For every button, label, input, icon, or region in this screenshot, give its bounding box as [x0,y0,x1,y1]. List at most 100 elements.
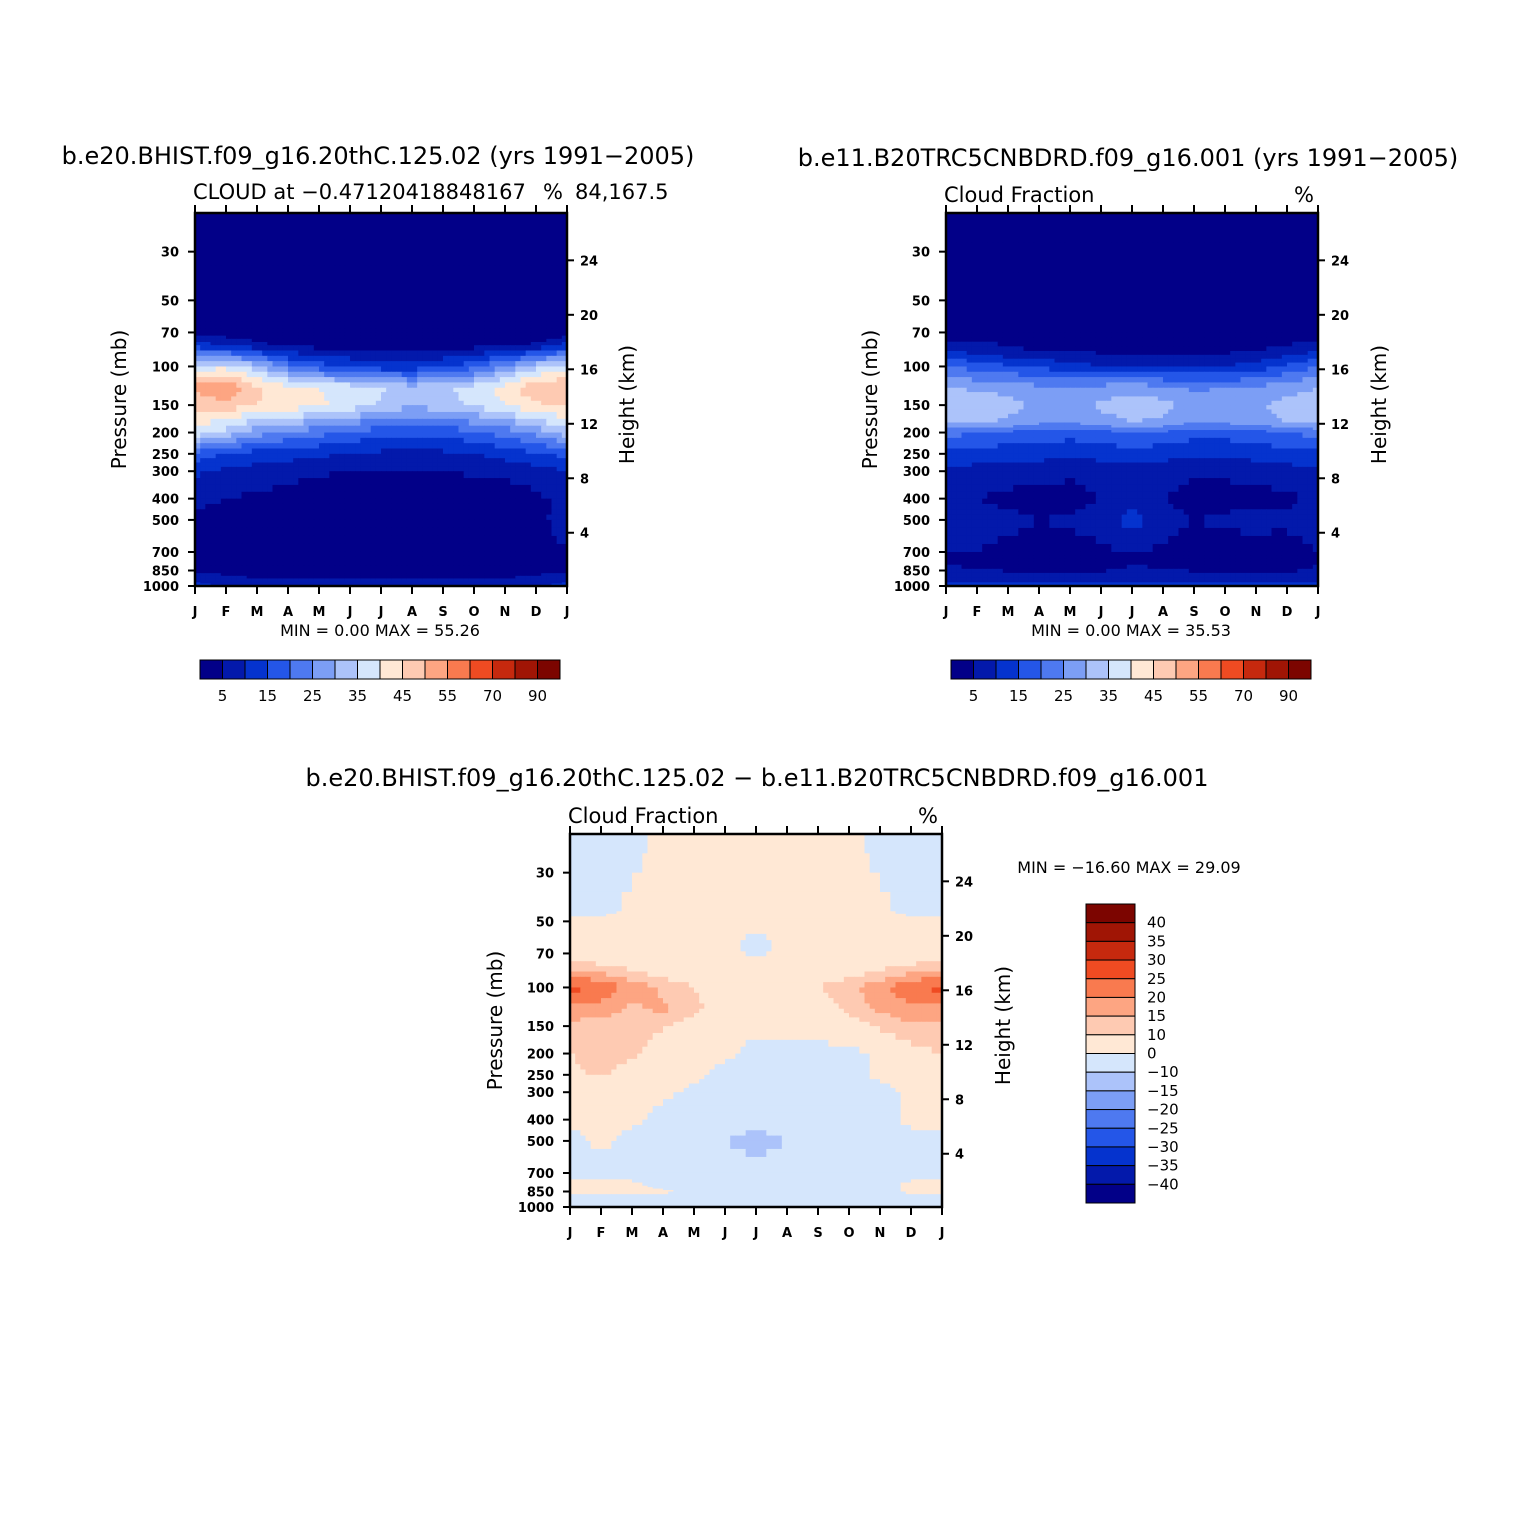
model1-contour-cell [541,582,547,585]
model1-contour-cell [432,400,439,406]
model1-contour-cell [231,437,237,444]
model1-contour-cell [494,578,501,582]
model1-contour-cell [257,411,263,420]
model2-contour-cell [1054,332,1061,338]
model1-contour-cell [272,583,279,586]
model1-contour-cell [329,443,336,450]
model2-contour-cell [1095,242,1102,274]
model2-contour-cell [1152,272,1159,304]
model1-contour-cell [293,535,299,545]
model1-contour-cell [401,387,408,393]
model1-contour-cell [525,565,532,572]
model2-contour-cell [1261,346,1267,352]
model1-contour-cell [277,503,284,510]
model1-contour-cell [370,565,377,572]
model1-contour-cell [406,371,413,378]
model2-contour-cell [1271,302,1278,334]
model1-contour-cell [267,328,274,334]
model1-contour-cell [251,471,258,479]
model1-contour-cell [546,453,553,459]
model1-contour-cell [536,466,542,472]
model1-contour-cell [262,573,268,577]
model1-contour-cell [272,478,279,486]
model1-contour-cell [210,361,217,368]
model1-contour-cell [251,462,258,468]
model1-contour-cell [298,291,305,319]
model2-contour-cell [1106,341,1112,347]
model1-contour-cell [324,396,330,402]
model1-contour-cell [505,466,511,472]
model1-contour-cell [541,366,547,373]
model1-contour-cell [474,509,480,516]
model1-contour-cell [298,570,305,574]
model1-contour-cell [319,345,325,352]
model1-contour-cell [515,239,522,266]
model1-contour-cell [293,342,299,346]
model1-contour-cell [437,443,444,450]
model1-contour-cell [561,437,567,444]
model1-contour-cell [246,400,253,406]
model1-contour-cell [350,570,356,574]
model1-contour-cell [412,291,418,319]
model1-contour-cell [298,458,305,464]
model1-contour-cell [210,265,217,293]
model1-contour-cell [236,437,243,444]
model1-contour-cell [231,400,237,406]
model2-contour-cell [1271,337,1278,343]
model1-contour-cell [282,565,289,572]
model2-contour-cell [1054,302,1061,334]
model1-contour-cell [288,491,294,500]
model2-contour-cell [1064,302,1071,334]
model1-contour-cell [288,478,294,486]
model1-contour-cell [391,239,398,266]
model1-contour-cell [200,405,206,413]
model1-contour-cell [479,581,485,583]
model1-contour-cell [541,471,547,479]
model2-contour-cell [977,350,983,356]
model1-contour-cell [205,578,212,582]
model1-contour-cell [417,396,423,402]
model1-contour-cell [536,396,542,402]
model1-contour-cell [200,382,206,389]
model1-contour-cell [319,583,325,586]
model1-contour-cell [427,484,434,493]
model1-contour-cell [282,582,289,585]
model1-contour-cell [386,328,392,334]
model2-contour-cell [1297,213,1304,244]
model2-contour-cell [1312,332,1318,338]
model1-contour-cell [220,578,227,582]
model1-contour-cell [520,491,527,500]
model1-contour-cell [298,321,305,326]
model1-contour-cell [231,328,237,334]
model1-contour-cell [396,437,403,444]
model2-contour-cell [1250,213,1257,244]
model1-contour-cell [525,361,532,368]
model1-contour-cell [474,400,480,406]
model1-contour-cell [474,432,480,439]
model2-contour-cell [1028,337,1035,343]
model1-contour-cell [468,491,475,500]
model1-contour-cell [319,332,325,337]
model1-contour-cell [448,345,454,352]
model1-contour-cell [437,392,444,398]
model1-contour-cell [324,338,330,343]
model1-contour-cell [195,392,201,398]
model1-contour-cell [288,443,294,450]
model1-contour-cell [303,448,310,455]
model1-contour-cell [525,387,532,393]
model1-contour-cell [257,437,263,444]
model1-contour-cell [375,578,382,582]
model1-contour-cell [293,371,299,378]
model2-contour-cell [1261,337,1267,343]
model1-contour-cell [458,432,465,439]
model1-contour-cell [365,561,372,567]
model1-contour-cell [267,573,274,577]
model2-contour-cell [1039,302,1045,334]
model1-contour-cell [412,471,418,479]
model2-contour-cell [1085,302,1092,334]
model1-contour-cell [241,239,248,266]
model2-contour-cell [1163,341,1169,347]
model1-contour-cell [210,335,217,340]
model1-contour-cell [200,551,206,558]
model2-contour-cell [1121,337,1128,343]
